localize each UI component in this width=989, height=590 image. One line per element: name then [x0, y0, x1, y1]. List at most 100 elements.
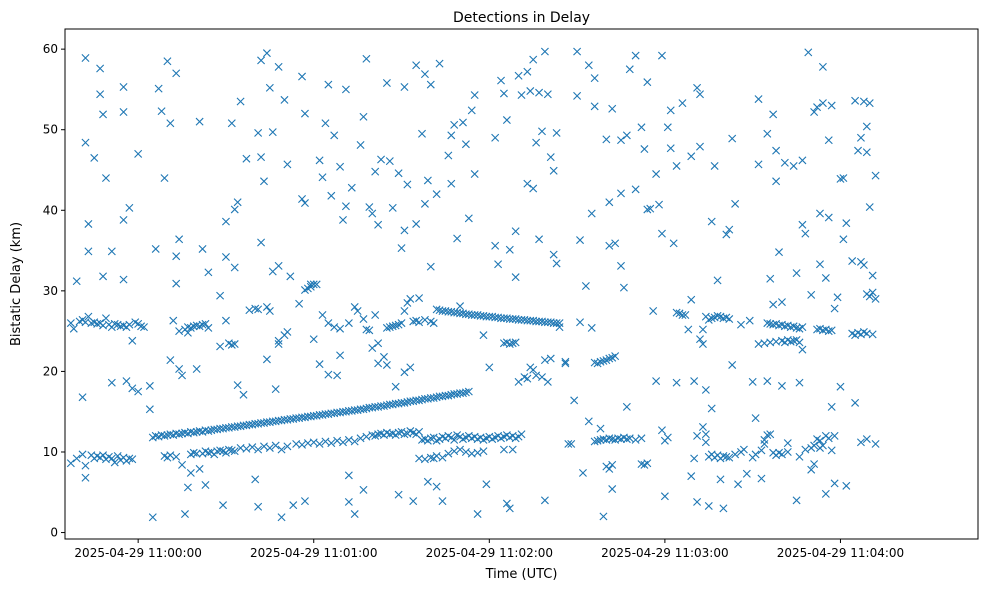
data-point: [189, 428, 198, 437]
data-point: [473, 510, 482, 519]
data-point: [96, 64, 105, 73]
data-point: [766, 430, 775, 439]
data-point: [748, 377, 757, 386]
data-point: [783, 439, 792, 448]
data-point: [420, 455, 429, 464]
data-point: [672, 378, 681, 387]
data-point: [836, 174, 845, 183]
data-point: [415, 427, 424, 436]
data-point: [201, 481, 210, 490]
data-point: [570, 396, 579, 405]
data-point: [862, 148, 871, 157]
data-point: [622, 131, 631, 140]
data-point: [213, 447, 222, 456]
data-point: [134, 149, 143, 158]
data-point: [374, 359, 383, 368]
data-point: [432, 190, 441, 199]
data-point: [157, 107, 166, 116]
data-point: [324, 319, 333, 328]
data-point: [772, 146, 781, 155]
data-point: [339, 438, 347, 447]
data-point: [810, 107, 819, 116]
data-point: [350, 510, 359, 519]
data-point: [824, 327, 833, 336]
data-point: [587, 209, 596, 218]
data-point: [537, 127, 546, 136]
data-point: [315, 360, 324, 369]
data-point: [722, 452, 731, 461]
data-point: [599, 512, 608, 521]
data-point: [540, 356, 549, 365]
data-point: [110, 458, 119, 467]
data-point: [412, 219, 421, 228]
data-point: [529, 55, 538, 64]
data-point: [666, 144, 675, 153]
data-point: [128, 384, 137, 393]
data-point: [652, 377, 661, 386]
data-point: [728, 134, 737, 143]
data-point: [66, 319, 75, 328]
data-point: [763, 129, 772, 138]
data-point: [739, 445, 748, 454]
data-point: [657, 426, 666, 435]
data-point: [377, 155, 386, 164]
data-point: [251, 475, 260, 484]
data-point: [678, 99, 687, 108]
data-point: [599, 356, 608, 365]
data-point: [485, 363, 494, 372]
data-point: [842, 481, 851, 490]
data-point: [382, 323, 391, 332]
data-point: [426, 434, 435, 443]
data-point: [216, 446, 225, 455]
data-point: [450, 447, 459, 456]
data-point: [166, 451, 175, 460]
data-point: [467, 311, 476, 320]
data-point: [517, 91, 526, 100]
data-point: [365, 326, 374, 335]
data-point: [344, 435, 353, 444]
data-point: [458, 118, 467, 127]
data-point: [546, 153, 555, 162]
data-point: [242, 154, 251, 163]
data-point: [859, 261, 868, 270]
data-point: [763, 431, 772, 440]
data-point: [93, 319, 102, 328]
data-point: [81, 54, 90, 62]
data-point: [760, 439, 769, 448]
data-point: [341, 202, 350, 211]
data-point: [257, 238, 266, 247]
data-point: [731, 199, 740, 208]
data-point: [450, 120, 459, 129]
data-point: [327, 191, 336, 200]
data-point: [514, 377, 523, 386]
data-point: [719, 452, 728, 461]
data-point: [508, 445, 517, 454]
data-point: [605, 354, 614, 363]
data-point: [848, 257, 857, 266]
data-point: [701, 430, 710, 439]
data-point: [145, 381, 154, 390]
data-point: [499, 445, 508, 454]
data-point: [818, 99, 827, 108]
data-point: [655, 200, 664, 209]
data-point: [233, 198, 242, 207]
data-point: [505, 315, 514, 324]
data-point: [617, 136, 625, 145]
data-point: [444, 449, 453, 458]
data-point: [432, 305, 441, 314]
data-point: [227, 340, 236, 349]
data-point: [423, 477, 432, 486]
data-point: [400, 368, 409, 377]
data-point: [766, 274, 775, 283]
data-point: [119, 275, 128, 284]
data-point: [763, 319, 772, 328]
data-point: [175, 327, 184, 336]
data-point: [540, 318, 549, 327]
data-point: [807, 465, 816, 474]
data-point: [379, 402, 388, 411]
x-axis-ticks: 2025-04-29 11:00:00 2025-04-29 11:01:00 20…: [74, 539, 904, 560]
data-point: [99, 272, 108, 281]
data-point: [602, 135, 611, 144]
data-point: [836, 382, 845, 391]
data-point: [125, 454, 134, 463]
